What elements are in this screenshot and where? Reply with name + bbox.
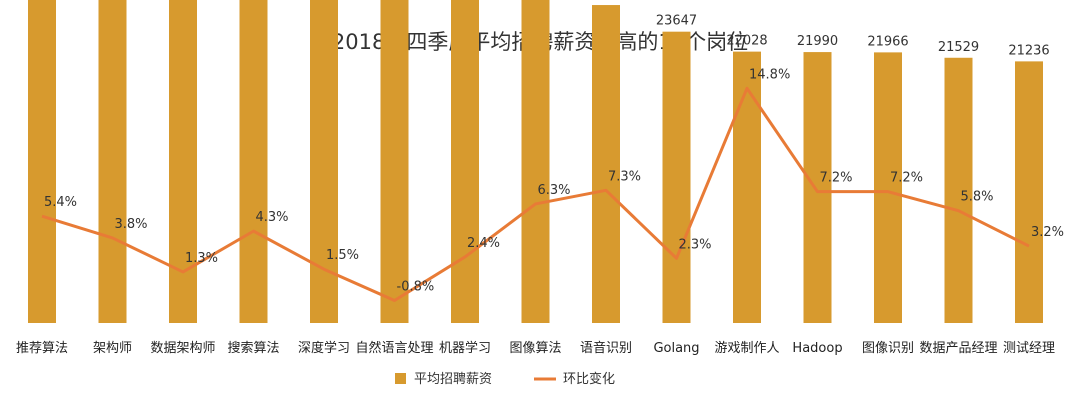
line-value-labels: 5.4% 3.8% 1.3% 4.3% 1.5% -0.8% 2.4% 6.3% 7.3% 2.3…: [44, 67, 1064, 294]
category-label-0: 推荐算法: [16, 341, 68, 356]
line-series-path: [41, 86, 1030, 302]
bar-group: [28, 0, 1043, 324]
bar-13: [944, 57, 973, 323]
line-value-label-14: 3.2%: [1031, 225, 1064, 240]
bar-7: [521, 0, 550, 323]
bar-value-label-10: 22028: [726, 34, 767, 49]
bar-5: [380, 0, 409, 324]
bar-6: [451, 0, 479, 323]
legend-label-bar: 平均招聘薪资: [414, 372, 492, 387]
category-label-2: 数据架构师: [150, 341, 215, 356]
line-value-label-2: 1.3%: [185, 251, 218, 266]
bar-value-labels: 3357030510296232884728030278372722526810…: [585, 0, 1049, 58]
legend-swatch-bar: [395, 373, 406, 384]
category-label-12: 图像识别: [862, 341, 914, 356]
bar-value-label-11: 21990: [797, 34, 838, 49]
line-value-label-8: 7.3%: [608, 169, 641, 184]
line-value-label-0: 5.4%: [44, 195, 77, 210]
line-value-label-4: 1.5%: [326, 248, 359, 263]
bar-1: [98, 0, 127, 324]
bar-8: [592, 5, 620, 323]
line-value-label-11: 7.2%: [820, 171, 853, 186]
category-label-6: 机器学习: [439, 340, 491, 356]
line-value-label-7: 6.3%: [538, 183, 571, 198]
category-label-14: 测试经理: [1003, 341, 1055, 356]
line-value-label-1: 3.8%: [115, 217, 148, 232]
bar-3: [239, 0, 268, 324]
category-label-8: 语音识别: [580, 340, 632, 356]
bar-value-label-14: 21236: [1008, 43, 1049, 58]
bar-10: [733, 51, 761, 323]
bar-12: [874, 52, 902, 324]
category-label-3: 搜索算法: [227, 341, 279, 356]
line-value-label-5: -0.8%: [397, 279, 435, 294]
line-value-label-13: 5.8%: [961, 190, 994, 205]
bar-2: [169, 0, 197, 323]
line-value-label-10: 14.8%: [749, 67, 790, 82]
category-label-4: 深度学习: [298, 340, 350, 356]
bar-value-label-9: 23647: [656, 14, 697, 29]
line-value-label-12: 7.2%: [890, 171, 923, 186]
legend: 平均招聘薪资 环比变化: [395, 371, 615, 387]
bar-11: [803, 52, 832, 324]
category-label-9: Golang: [653, 341, 699, 356]
category-labels: 推荐算法 架构师 数据架构师 搜索算法 深度学习 自然语言处理 机器学习 图像算法 语音识别 Go…: [16, 340, 1055, 356]
line-value-label-6: 2.4%: [467, 236, 500, 251]
line-value-label-9: 2.3%: [679, 237, 712, 252]
category-label-10: 游戏制作人: [714, 341, 779, 356]
bar-14: [1015, 61, 1043, 324]
bar-value-label-12: 21966: [867, 34, 908, 49]
bar-value-label-8: 25808: [585, 0, 626, 2]
bar-9: [662, 31, 691, 324]
bar-value-label-13: 21529: [938, 40, 979, 55]
category-label-5: 自然语言处理: [355, 340, 433, 356]
legend-label-line: 环比变化: [563, 371, 615, 387]
category-label-1: 架构师: [93, 341, 132, 356]
category-label-13: 数据产品经理: [919, 341, 997, 356]
category-label-7: 图像算法: [509, 341, 561, 356]
category-label-11: Hadoop: [792, 341, 842, 356]
line-series: [41, 86, 1030, 302]
bar-0: [28, 0, 56, 323]
line-value-label-3: 4.3%: [256, 210, 289, 225]
